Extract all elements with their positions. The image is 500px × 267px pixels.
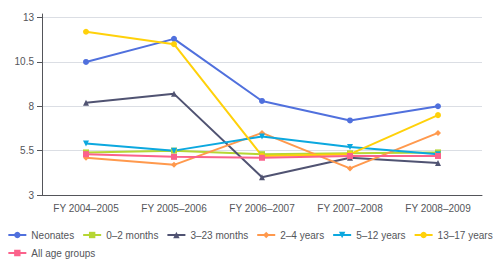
svg-text:FY 2007–2008: FY 2007–2008	[317, 203, 383, 214]
svg-text:13–17 years: 13–17 years	[438, 230, 493, 241]
svg-text:All age groups: All age groups	[31, 248, 95, 259]
svg-text:FY 2008–2009: FY 2008–2009	[405, 203, 471, 214]
svg-text:FY 2005–2006: FY 2005–2006	[141, 203, 207, 214]
svg-text:FY 2004–2005: FY 2004–2005	[53, 203, 119, 214]
svg-text:5.5: 5.5	[20, 145, 34, 156]
svg-text:2–4 years: 2–4 years	[280, 230, 324, 241]
svg-text:3: 3	[28, 190, 34, 201]
svg-text:5–12 years: 5–12 years	[356, 230, 405, 241]
svg-text:8: 8	[28, 101, 34, 112]
svg-text:10.5: 10.5	[15, 56, 35, 67]
svg-text:0–2 months: 0–2 months	[106, 230, 158, 241]
svg-text:FY 2006–2007: FY 2006–2007	[229, 203, 295, 214]
svg-text:Neonates: Neonates	[31, 230, 74, 241]
svg-text:3–23 months: 3–23 months	[190, 230, 248, 241]
svg-text:13: 13	[23, 12, 35, 23]
